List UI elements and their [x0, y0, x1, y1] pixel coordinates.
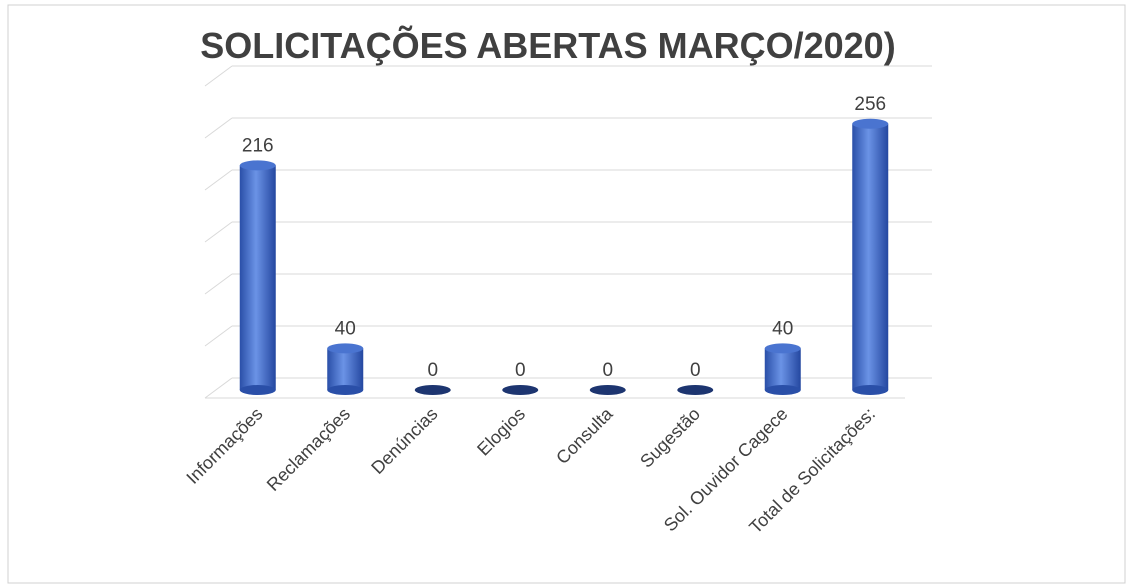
bar [502, 385, 539, 395]
bar [239, 160, 276, 395]
bar-body [239, 165, 276, 390]
grid-line-side [204, 221, 233, 243]
bar-top [764, 343, 801, 354]
grid-line-side [204, 169, 233, 191]
bar-top [677, 385, 714, 395]
bar-base [852, 385, 889, 395]
data-label: 0 [602, 360, 613, 381]
bar [327, 343, 364, 395]
grid-line-side [204, 377, 233, 399]
bar-top [589, 385, 626, 395]
bar-top [502, 385, 539, 395]
data-label: 0 [427, 360, 438, 381]
bar [677, 385, 714, 395]
bar-base [764, 385, 801, 395]
bar-base [239, 385, 276, 395]
data-label: 40 [772, 318, 793, 339]
bar [414, 385, 451, 395]
bar-body [852, 123, 889, 390]
grid-line-side [204, 273, 233, 295]
bar-body [764, 348, 801, 390]
chart-title: SOLICITAÇÕES ABERTAS MARÇO/2020) [200, 24, 895, 66]
bar-base [327, 385, 364, 395]
data-label: 0 [690, 360, 701, 381]
bar [589, 385, 626, 395]
data-label: 40 [335, 318, 356, 339]
data-label: 256 [854, 94, 886, 115]
bar-top [327, 343, 364, 354]
bar [764, 343, 801, 395]
bar [852, 118, 889, 395]
bar-top [852, 118, 889, 129]
bar-top [239, 160, 276, 171]
bar-body [327, 348, 364, 390]
grid-line-side [204, 325, 233, 347]
grid-line-side [204, 117, 233, 139]
data-label: 216 [242, 135, 274, 156]
bar-top [414, 385, 451, 395]
data-label: 0 [515, 360, 526, 381]
chart-frame [7, 4, 1126, 584]
grid-line-side [204, 65, 233, 87]
